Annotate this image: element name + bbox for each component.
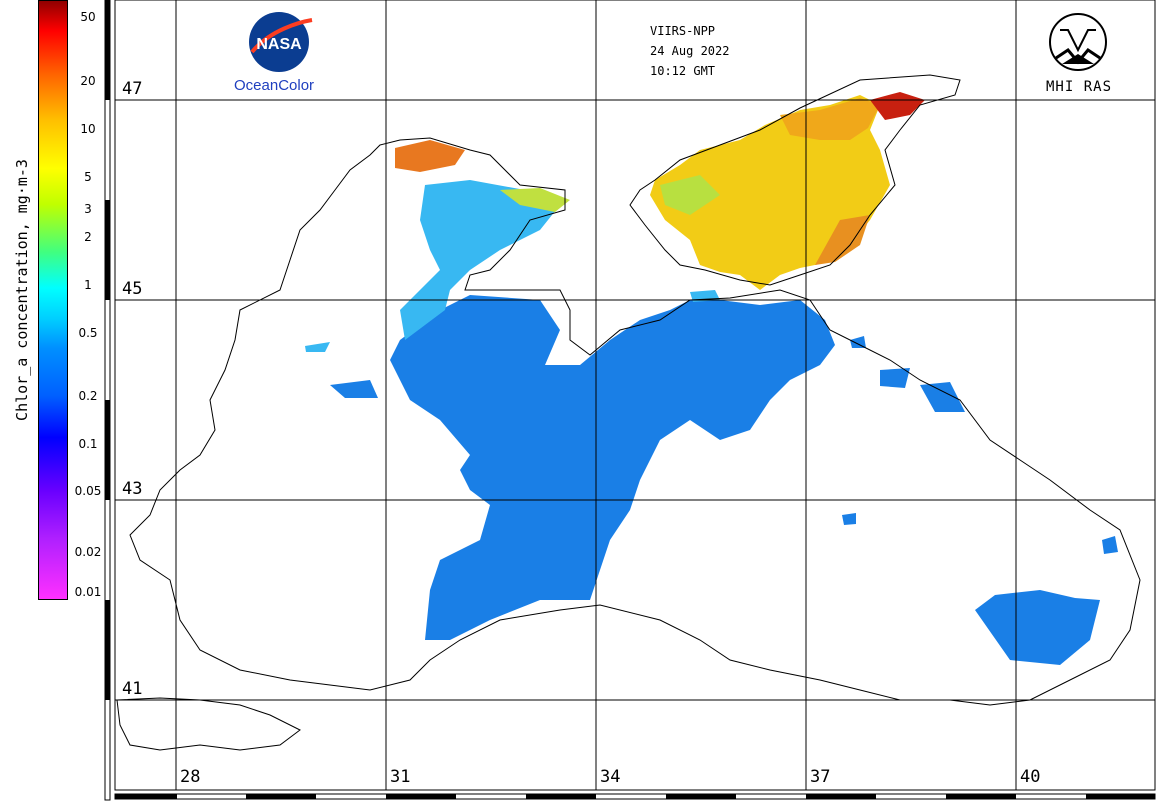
latitude-label: 45 (120, 279, 145, 299)
time-label: 10:12 GMT (650, 64, 716, 78)
colorbar-tick: 3 (84, 202, 92, 216)
colorbar-tick: 0.1 (78, 437, 98, 451)
colorbar-tick: 10 (80, 122, 96, 136)
longitude-label: 37 (808, 767, 833, 787)
colorbar (38, 0, 68, 600)
date-label: 24 Aug 2022 (650, 44, 730, 58)
latitude-label: 41 (120, 679, 145, 699)
nasa-logo-text: NASA (256, 36, 302, 53)
longitude-label: 31 (388, 767, 413, 787)
longitude-label: 34 (598, 767, 623, 787)
colorbar-tick: 50 (80, 10, 96, 24)
colorbar-tick: 0.05 (74, 484, 102, 498)
bottom-scale-bar (114, 793, 1156, 800)
chlorophyll-high-region (395, 92, 925, 290)
left-scale-bar (104, 0, 111, 801)
mhi-logo-icon (1049, 13, 1107, 71)
colorbar-tick: 1 (84, 278, 92, 292)
colorbar-tick: 0.5 (78, 326, 98, 340)
graticule (115, 0, 1155, 790)
nasa-caption: OceanColor (234, 77, 315, 94)
longitude-label: 28 (178, 767, 203, 787)
latitude-label: 47 (120, 79, 145, 99)
colorbar-tick: 20 (80, 74, 96, 88)
colorbar-tick: 0.2 (78, 389, 98, 403)
colorbar-tick: 0.01 (74, 585, 102, 599)
mhi-caption: MHI RAS (1046, 79, 1113, 95)
colorbar-tick: 5 (84, 170, 92, 184)
longitude-label: 40 (1018, 767, 1043, 787)
latitude-label: 43 (120, 479, 145, 499)
colorbar-tick: 2 (84, 230, 92, 244)
sensor-label: VIIRS-NPP (650, 24, 716, 38)
chlorophyll-low-region (330, 295, 1118, 665)
colorbar-tick: 0.02 (74, 545, 102, 559)
nasa-logo-icon: NASA (249, 12, 313, 72)
